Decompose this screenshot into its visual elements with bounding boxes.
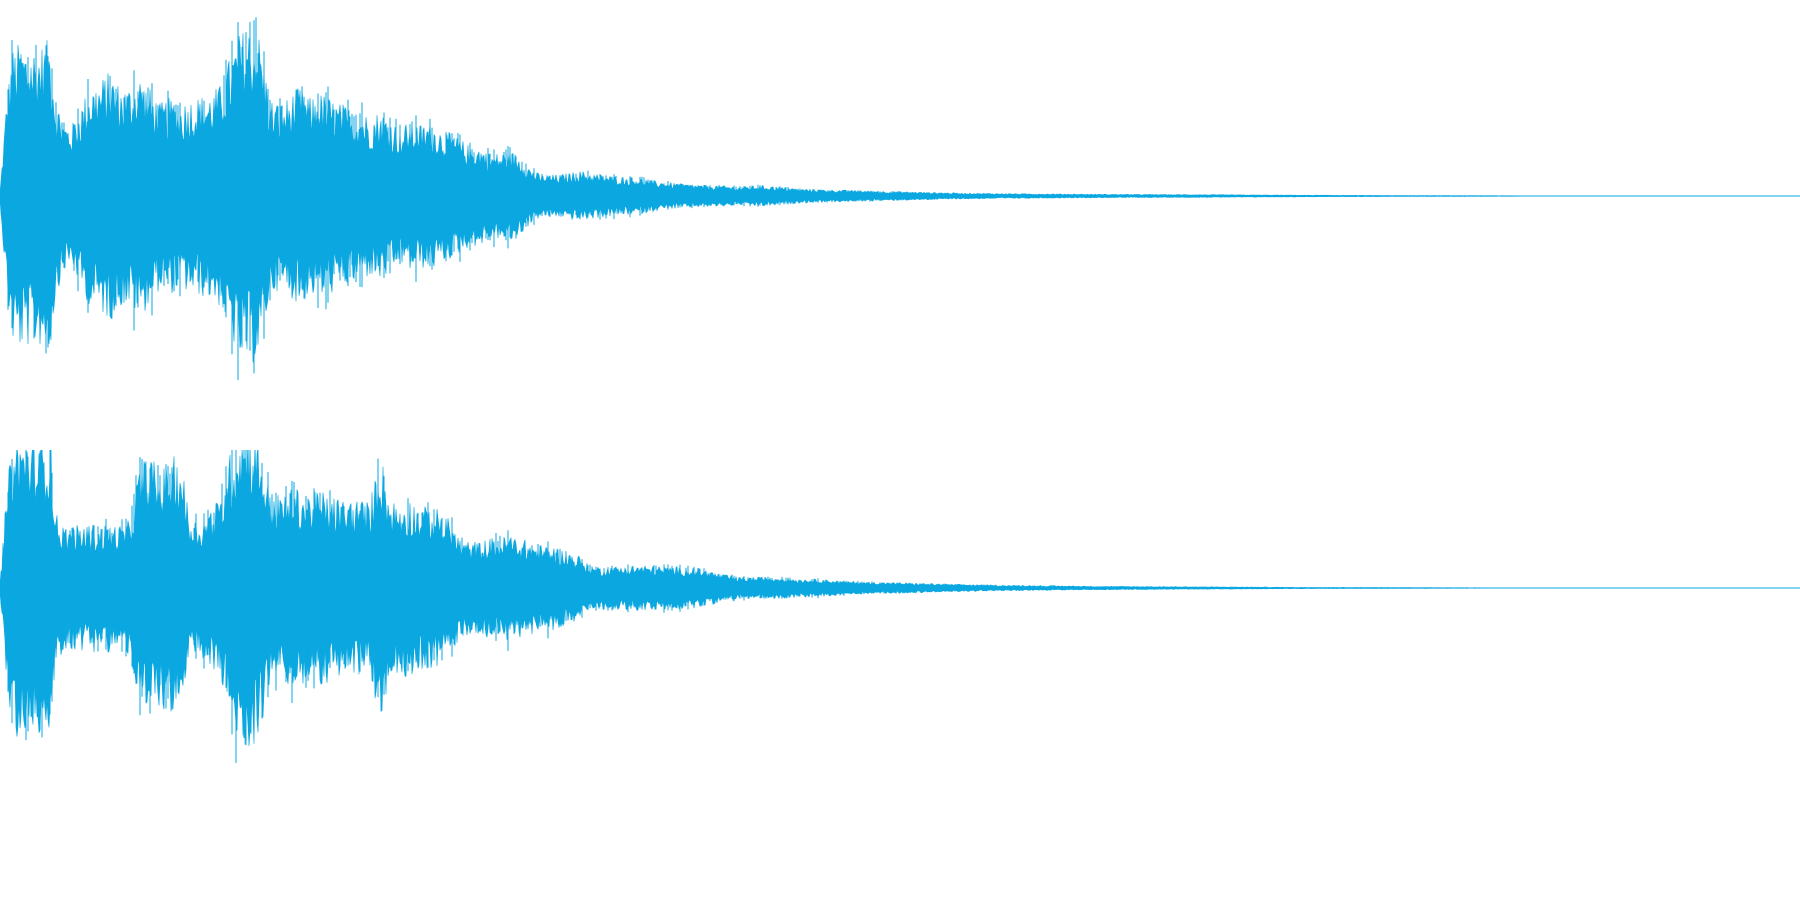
waveform-channel-2-graph	[0, 450, 1800, 763]
waveform-shape	[0, 33, 1568, 363]
waveform-shape	[0, 450, 1568, 747]
waveform-channel-1-graph	[0, 17, 1800, 381]
waveform-channel-2[interactable]	[0, 450, 1800, 900]
waveform-channel-1[interactable]	[0, 0, 1800, 450]
